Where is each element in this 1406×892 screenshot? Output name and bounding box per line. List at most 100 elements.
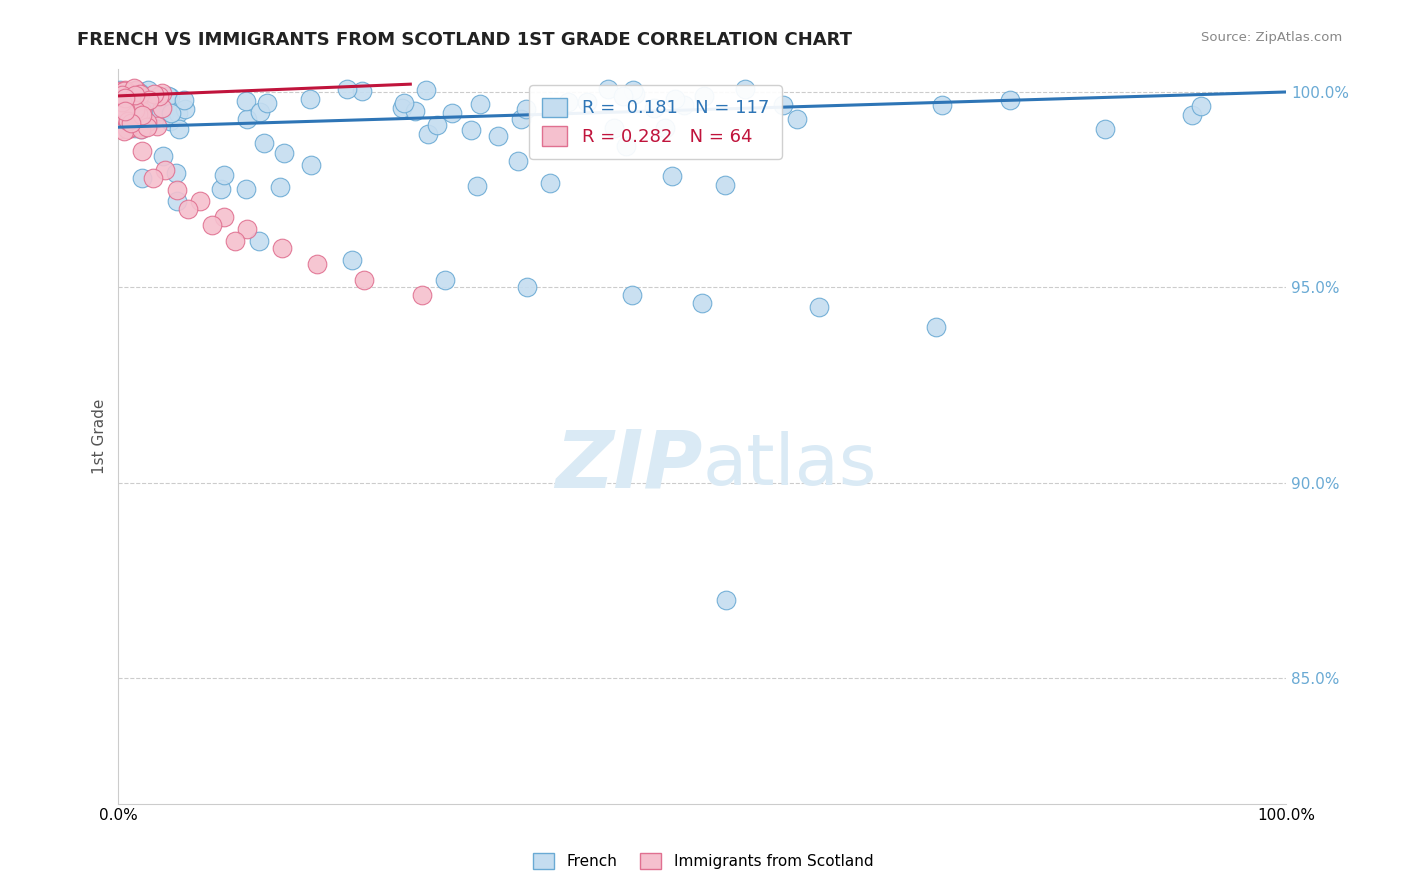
Point — [118, 98, 141, 112]
Point — [465, 179, 488, 194]
Point — [120, 90, 142, 104]
Point — [256, 96, 278, 111]
Point — [654, 120, 676, 135]
Point — [301, 158, 323, 172]
Point — [125, 83, 148, 97]
Point — [135, 120, 157, 134]
Point — [129, 122, 152, 136]
Point — [340, 253, 363, 268]
Point — [112, 84, 135, 98]
Point — [336, 81, 359, 95]
Point — [224, 234, 246, 248]
Point — [142, 171, 165, 186]
Point — [124, 88, 146, 103]
Point — [138, 93, 160, 107]
Point — [131, 171, 153, 186]
Point — [166, 106, 188, 120]
Point — [132, 120, 155, 135]
Text: Source: ZipAtlas.com: Source: ZipAtlas.com — [1202, 31, 1343, 45]
Point — [131, 144, 153, 158]
Point — [121, 117, 143, 131]
Point — [115, 88, 138, 103]
Point — [122, 91, 145, 105]
Point — [148, 88, 170, 103]
Point — [426, 118, 449, 132]
Point — [110, 102, 132, 116]
Point — [201, 218, 224, 232]
Point — [350, 84, 373, 98]
Point — [150, 103, 173, 118]
Point — [128, 109, 150, 123]
Point — [786, 112, 808, 126]
Point — [693, 88, 716, 103]
Point — [772, 98, 794, 112]
Point — [931, 98, 953, 112]
Point — [714, 593, 737, 607]
Point — [253, 136, 276, 150]
Point — [124, 103, 146, 118]
Point — [121, 98, 143, 112]
Point — [120, 116, 142, 130]
Point — [515, 103, 537, 117]
Point — [440, 105, 463, 120]
Point — [247, 234, 270, 248]
Point — [115, 122, 138, 136]
Point — [392, 95, 415, 110]
Point — [108, 104, 131, 119]
Legend: R =  0.181   N = 117, R = 0.282   N = 64: R = 0.181 N = 117, R = 0.282 N = 64 — [529, 85, 782, 159]
Point — [142, 112, 165, 127]
Point — [713, 178, 735, 193]
Point — [418, 127, 440, 141]
Point — [110, 88, 132, 103]
Point — [661, 169, 683, 183]
Point — [108, 111, 131, 125]
Point — [353, 273, 375, 287]
Point — [127, 87, 149, 101]
Point — [236, 222, 259, 236]
Point — [135, 115, 157, 129]
Point — [120, 90, 142, 104]
Point — [124, 107, 146, 121]
Point — [111, 111, 134, 125]
Point — [270, 241, 292, 255]
Point — [117, 93, 139, 107]
Point — [114, 103, 136, 117]
Point — [391, 101, 413, 115]
Point — [925, 319, 948, 334]
Legend: French, Immigrants from Scotland: French, Immigrants from Scotland — [527, 847, 879, 875]
Point — [159, 90, 181, 104]
Point — [127, 107, 149, 121]
Point — [621, 83, 644, 97]
Point — [122, 87, 145, 102]
Point — [614, 139, 637, 153]
Point — [174, 102, 197, 116]
Point — [111, 122, 134, 136]
Point — [486, 129, 509, 144]
Point — [509, 112, 531, 127]
Point — [110, 84, 132, 98]
Point — [131, 108, 153, 122]
Point — [235, 181, 257, 195]
Point — [149, 104, 172, 119]
Point — [114, 83, 136, 97]
Point — [212, 210, 235, 224]
Point — [269, 180, 291, 194]
Point — [209, 182, 232, 196]
Point — [460, 122, 482, 136]
Point — [111, 103, 134, 118]
Point — [120, 95, 142, 109]
Point — [138, 104, 160, 119]
Point — [160, 105, 183, 120]
Text: FRENCH VS IMMIGRANTS FROM SCOTLAND 1ST GRADE CORRELATION CHART: FRENCH VS IMMIGRANTS FROM SCOTLAND 1ST G… — [77, 31, 852, 49]
Point — [111, 95, 134, 110]
Point — [621, 288, 644, 302]
Point — [468, 96, 491, 111]
Point — [612, 88, 634, 103]
Point — [404, 104, 426, 119]
Point — [188, 194, 211, 209]
Y-axis label: 1st Grade: 1st Grade — [93, 399, 107, 474]
Point — [112, 95, 135, 110]
Point — [664, 92, 686, 106]
Point — [177, 202, 200, 217]
Point — [575, 95, 598, 109]
